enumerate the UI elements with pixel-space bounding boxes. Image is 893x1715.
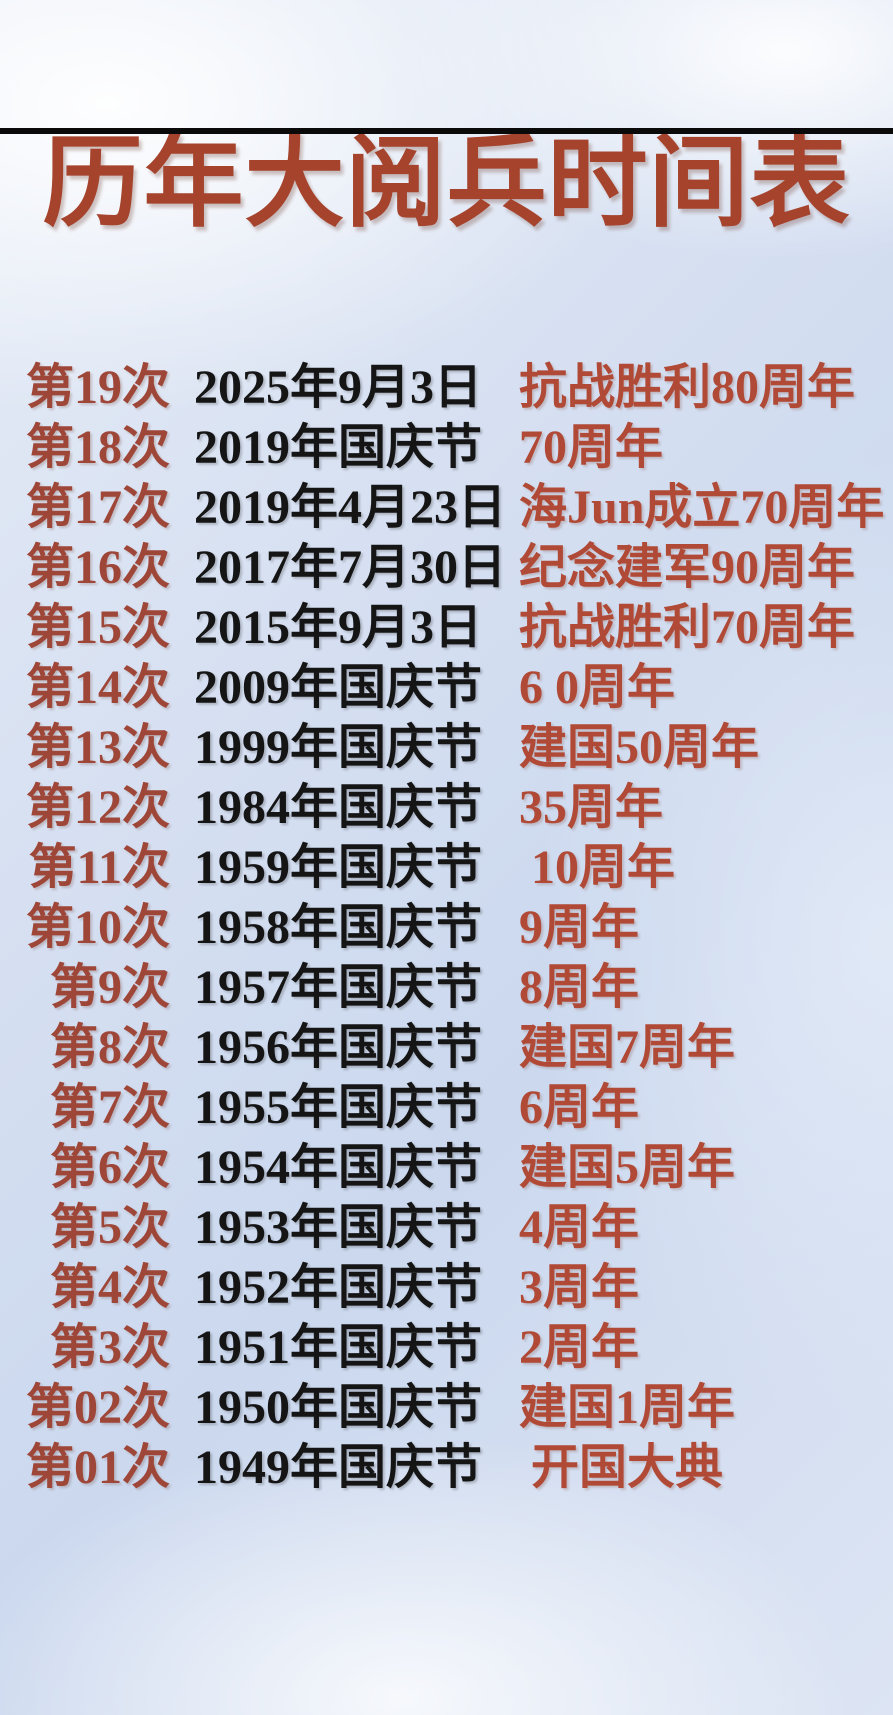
table-row: 第01次 1949年国庆节 开国大典	[0, 1438, 893, 1498]
parade-occasion: 8周年	[519, 961, 640, 1014]
parade-occasion: 开国大典	[519, 1441, 724, 1494]
parade-occasion: 抗战胜利70周年	[519, 601, 856, 654]
parade-date: 1956年国庆节	[194, 1021, 483, 1074]
table-row: 第13次 1999年国庆节 建国50周年	[0, 718, 893, 778]
parade-occasion: 建国50周年	[519, 721, 760, 774]
parade-occasion: 9周年	[519, 901, 640, 954]
parade-number: 第6次	[49, 1141, 170, 1194]
parade-date: 1999年国庆节	[194, 721, 483, 774]
parade-table: 第19次 2025年9月3日 抗战胜利80周年 第18次 2019年国庆节 70…	[0, 358, 893, 1498]
parade-occasion: 海Jun成立70周年	[519, 481, 885, 534]
parade-date: 2009年国庆节	[194, 661, 483, 714]
parade-occasion: 10周年	[519, 841, 676, 894]
parade-date: 1955年国庆节	[194, 1081, 483, 1134]
parade-occasion: 6周年	[519, 1081, 640, 1134]
table-row: 第15次 2015年9月3日 抗战胜利70周年	[0, 598, 893, 658]
table-row: 第5次 1953年国庆节 4周年	[0, 1198, 893, 1258]
parade-number: 第19次	[25, 361, 170, 414]
parade-occasion: 35周年	[519, 781, 664, 834]
table-row: 第11次 1959年国庆节 10周年	[0, 838, 893, 898]
parade-occasion: 建国5周年	[519, 1141, 736, 1194]
parade-date: 1951年国庆节	[194, 1321, 483, 1374]
parade-occasion: 建国1周年	[519, 1381, 736, 1434]
table-row: 第18次 2019年国庆节 70周年	[0, 418, 893, 478]
table-row: 第16次 2017年7月30日 纪念建军90周年	[0, 538, 893, 598]
parade-number: 第3次	[49, 1321, 170, 1374]
parade-number: 第14次	[25, 661, 170, 714]
table-row: 第17次 2019年4月23日 海Jun成立70周年	[0, 478, 893, 538]
parade-number: 第13次	[25, 721, 170, 774]
table-row: 第12次 1984年国庆节 35周年	[0, 778, 893, 838]
table-row: 第10次 1958年国庆节 9周年	[0, 898, 893, 958]
parade-date: 2017年7月30日	[194, 541, 507, 594]
parade-occasion: 4周年	[519, 1201, 640, 1254]
parade-number: 第10次	[25, 901, 170, 954]
parade-date: 2019年国庆节	[194, 421, 483, 474]
table-row: 第02次 1950年国庆节 建国1周年	[0, 1378, 893, 1438]
parade-date: 2025年9月3日	[194, 361, 483, 414]
parade-number: 第9次	[49, 961, 170, 1014]
parade-number: 第15次	[25, 601, 170, 654]
parade-occasion: 抗战胜利80周年	[519, 361, 856, 414]
parade-number: 第16次	[25, 541, 170, 594]
parade-number: 第7次	[49, 1081, 170, 1134]
parade-date: 1984年国庆节	[194, 781, 483, 834]
parade-date: 1957年国庆节	[194, 961, 483, 1014]
parade-date: 2015年9月3日	[194, 601, 483, 654]
table-row: 第7次 1955年国庆节 6周年	[0, 1078, 893, 1138]
parade-number: 第8次	[49, 1021, 170, 1074]
parade-date: 2019年4月23日	[194, 481, 507, 534]
parade-number: 第5次	[49, 1201, 170, 1254]
parade-number: 第17次	[25, 481, 170, 534]
table-row: 第9次 1957年国庆节 8周年	[0, 958, 893, 1018]
parade-date: 1949年国庆节	[194, 1441, 483, 1494]
table-row: 第6次 1954年国庆节 建国5周年	[0, 1138, 893, 1198]
parade-occasion: 2周年	[519, 1321, 640, 1374]
page-title: 历年大阅兵时间表	[42, 128, 851, 239]
parade-number: 第02次	[25, 1381, 170, 1434]
parade-number: 第4次	[49, 1261, 170, 1314]
parade-date: 1950年国庆节	[194, 1381, 483, 1434]
table-row: 第8次 1956年国庆节 建国7周年	[0, 1018, 893, 1078]
parade-number: 第18次	[25, 421, 170, 474]
table-row: 第4次 1952年国庆节 3周年	[0, 1258, 893, 1318]
parade-number: 第12次	[25, 781, 170, 834]
parade-occasion: 6 0周年	[519, 661, 676, 714]
table-row: 第19次 2025年9月3日 抗战胜利80周年	[0, 358, 893, 418]
parade-occasion: 纪念建军90周年	[519, 541, 856, 594]
parade-number: 第11次	[28, 841, 170, 894]
parade-date: 1958年国庆节	[194, 901, 483, 954]
parade-occasion: 3周年	[519, 1261, 640, 1314]
parade-occasion: 70周年	[519, 421, 664, 474]
table-row: 第14次 2009年国庆节 6 0周年	[0, 658, 893, 718]
table-row: 第3次 1951年国庆节 2周年	[0, 1318, 893, 1378]
parade-date: 1952年国庆节	[194, 1261, 483, 1314]
parade-date: 1959年国庆节	[194, 841, 483, 894]
parade-number: 第01次	[25, 1441, 170, 1494]
parade-date: 1954年国庆节	[194, 1141, 483, 1194]
parade-date: 1953年国庆节	[194, 1201, 483, 1254]
top-strip	[0, 128, 893, 134]
parade-occasion: 建国7周年	[519, 1021, 736, 1074]
